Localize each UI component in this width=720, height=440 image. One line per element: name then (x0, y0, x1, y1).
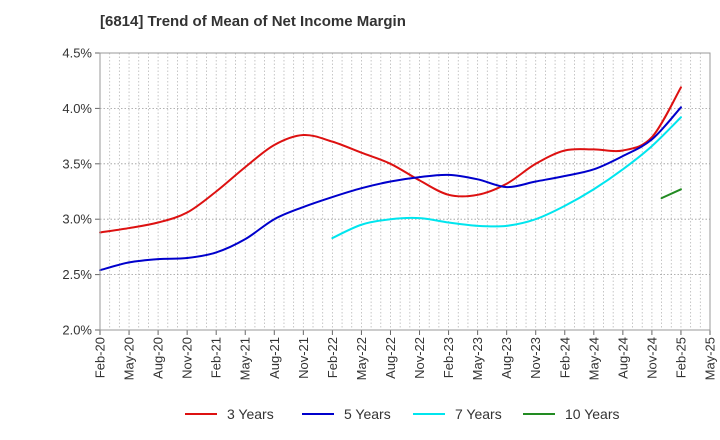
x-tick-label: Nov-22 (412, 337, 427, 379)
x-tick-label: Aug-20 (151, 337, 166, 379)
y-tick-label: 2.5% (62, 267, 92, 282)
y-tick-label: 4.5% (62, 46, 92, 61)
x-tick-label: Feb-23 (441, 337, 456, 378)
legend-label: 10 Years (565, 406, 620, 422)
y-tick-label: 2.0% (62, 323, 92, 338)
x-tick-label: Aug-23 (499, 337, 514, 379)
axes (95, 52, 711, 335)
x-tick-label: Feb-21 (209, 337, 224, 378)
x-tick-label: Aug-24 (615, 337, 630, 379)
series-lines (99, 86, 682, 272)
x-tick-label: Feb-22 (325, 337, 340, 378)
y-tick-label: 4.0% (62, 101, 92, 116)
x-tick-label: May-20 (122, 337, 137, 380)
legend-swatch (523, 413, 555, 415)
x-tick-label: Aug-21 (267, 337, 282, 379)
x-tick-label: Aug-22 (383, 337, 398, 379)
x-tick-label: Nov-24 (644, 337, 659, 379)
legend-label: 7 Years (455, 406, 502, 422)
x-tick-label: Nov-20 (180, 337, 195, 379)
x-tick-label: Feb-25 (673, 337, 688, 378)
legend-item-7-years: 7 Years (413, 402, 502, 426)
legend-item-5-years: 5 Years (302, 402, 391, 426)
grid-lines (100, 53, 710, 330)
y-tick-label: 3.0% (62, 212, 92, 227)
x-tick-label: May-24 (586, 337, 601, 380)
legend-item-3-years: 3 Years (185, 402, 274, 426)
series-line-10-years (660, 188, 682, 200)
x-tick-label: Nov-21 (296, 337, 311, 379)
legend-label: 5 Years (344, 406, 391, 422)
legend: 3 Years 5 Years 7 Years 10 Years (0, 402, 720, 426)
legend-swatch (185, 413, 217, 415)
legend-swatch (413, 413, 445, 415)
plot-area (100, 53, 710, 330)
series-line-5-years (99, 106, 682, 272)
legend-swatch (302, 413, 334, 415)
x-tick-label: Feb-20 (93, 337, 108, 378)
x-tick-label: Feb-24 (557, 337, 572, 378)
series-line-7-years (331, 116, 682, 240)
plot-frame (99, 52, 711, 331)
legend-item-10-years: 10 Years (523, 402, 620, 426)
x-tick-label: Nov-23 (528, 337, 543, 379)
x-tick-label: May-22 (354, 337, 369, 380)
y-tick-labels: 2.0% 2.5% 3.0% 3.5% 4.0% 4.5% (62, 46, 92, 338)
x-tick-label: May-21 (238, 337, 253, 380)
x-tick-label: May-25 (703, 337, 718, 380)
x-tick-label: May-23 (470, 337, 485, 380)
chart-title: [6814] Trend of Mean of Net Income Margi… (100, 13, 406, 30)
legend-label: 3 Years (227, 406, 274, 422)
y-tick-label: 3.5% (62, 156, 92, 171)
series-line-3-years (99, 86, 682, 234)
x-tick-labels: Feb-20 May-20 Aug-20 Nov-20 Feb-21 May-21 Aug-… (93, 337, 718, 380)
